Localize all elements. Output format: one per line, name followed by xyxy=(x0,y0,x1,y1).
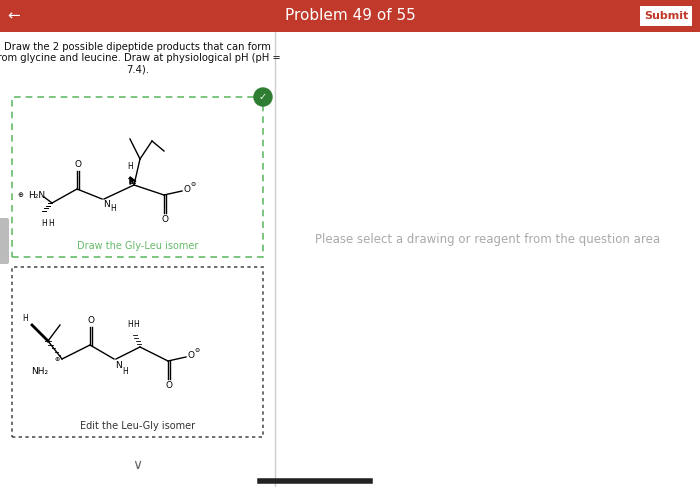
Text: H: H xyxy=(110,204,116,213)
Text: O: O xyxy=(74,160,81,169)
Text: O: O xyxy=(184,186,191,194)
Text: H: H xyxy=(133,320,139,329)
Text: ∨: ∨ xyxy=(132,458,143,472)
Text: H: H xyxy=(41,219,47,228)
Text: Edit the Leu-Gly isomer: Edit the Leu-Gly isomer xyxy=(80,421,195,431)
Text: H: H xyxy=(127,162,133,171)
Text: NH₂: NH₂ xyxy=(31,367,48,376)
Text: H₂N: H₂N xyxy=(28,190,45,200)
Text: O: O xyxy=(188,352,195,360)
Text: Please select a drawing or reagent from the question area: Please select a drawing or reagent from … xyxy=(315,233,660,246)
Text: ⊖: ⊖ xyxy=(194,349,199,354)
Text: H: H xyxy=(48,219,54,228)
Text: H: H xyxy=(122,367,127,376)
Text: ✓: ✓ xyxy=(259,92,267,102)
Circle shape xyxy=(254,88,272,106)
Text: Draw the Gly-Leu isomer: Draw the Gly-Leu isomer xyxy=(77,241,198,251)
Text: ←: ← xyxy=(8,8,20,23)
Text: O: O xyxy=(88,316,94,325)
Text: N: N xyxy=(103,200,110,209)
Text: Draw the 2 possible dipeptide products that can form: Draw the 2 possible dipeptide products t… xyxy=(4,42,271,52)
Text: Submit: Submit xyxy=(644,11,688,21)
Text: H: H xyxy=(22,314,28,323)
Text: H: H xyxy=(127,320,133,329)
Bar xyxy=(640,6,692,26)
Bar xyxy=(275,32,700,487)
Text: ⊕: ⊕ xyxy=(55,357,60,362)
Text: ⊕: ⊕ xyxy=(17,192,23,198)
Text: N: N xyxy=(115,361,122,370)
Text: from glycine and leucine. Draw at physiological pH (pH =: from glycine and leucine. Draw at physio… xyxy=(0,53,281,63)
Bar xyxy=(12,97,263,257)
FancyBboxPatch shape xyxy=(0,218,9,264)
Text: O: O xyxy=(162,215,169,224)
Bar xyxy=(0,0,700,32)
Text: Problem 49 of 55: Problem 49 of 55 xyxy=(285,8,415,23)
Text: ⊖: ⊖ xyxy=(190,183,195,187)
Bar xyxy=(0,32,275,487)
Bar xyxy=(12,267,263,437)
Text: 7.4).: 7.4). xyxy=(126,64,149,74)
Text: O: O xyxy=(165,381,172,390)
